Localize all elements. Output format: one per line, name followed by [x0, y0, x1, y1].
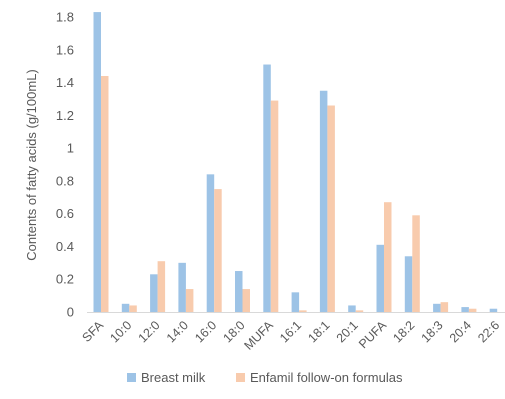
y-axis-title: Contents of fatty acids (g/100mL): [24, 69, 39, 260]
y-axis-ticks: 0 0.2 0.4 0.6 0.8 1 1.2 1.4 1.6 1.8: [56, 10, 74, 320]
bar-enfamil-2: [157, 261, 166, 312]
bar-enfamil-10: [384, 202, 392, 312]
bar-breast-milk-11: [404, 256, 413, 312]
bars: [93, 12, 498, 313]
bar-enfamil-6: [270, 100, 279, 312]
bar-enfamil-3: [185, 289, 194, 312]
bar-breast-milk-13: [461, 307, 469, 312]
x-tick-label: 18:1: [305, 318, 332, 345]
x-tick-label: 14:0: [164, 318, 191, 345]
bar-enfamil-12: [440, 302, 449, 312]
bar-breast-milk-8: [319, 90, 328, 312]
bar-breast-milk-14: [489, 308, 498, 312]
y-tick-label: 0.2: [56, 272, 74, 287]
legend-swatch-enfamil: [236, 373, 245, 382]
bar-enfamil-4: [214, 189, 222, 312]
bar-enfamil-7: [299, 310, 307, 312]
bar-enfamil-11: [412, 215, 420, 312]
x-tick-label: MUFA: [241, 318, 276, 353]
y-tick-label: 1.2: [56, 108, 74, 123]
x-tick-label: SFA: [80, 318, 107, 345]
y-tick-label: 0.6: [56, 206, 74, 221]
bar-breast-milk-1: [121, 303, 130, 312]
bar-enfamil-0: [101, 76, 109, 312]
bar-enfamil-1: [129, 305, 137, 312]
bar-breast-milk-2: [150, 274, 158, 312]
bar-enfamil-9: [355, 310, 364, 312]
y-tick-label: 1.4: [56, 75, 74, 90]
bar-breast-milk-9: [348, 305, 356, 312]
x-tick-label: 18:2: [390, 318, 417, 345]
x-tick-label: 10:0: [107, 318, 134, 345]
bar-breast-milk-4: [206, 174, 215, 312]
x-tick-label: 12:0: [136, 318, 163, 345]
bar-breast-milk-5: [235, 271, 243, 312]
bar-breast-milk-10: [376, 244, 384, 312]
bar-enfamil-13: [468, 308, 477, 312]
y-tick-label: 0.8: [56, 173, 74, 188]
bar-breast-milk-3: [178, 262, 186, 312]
x-tick-label: 16:1: [277, 318, 304, 345]
legend-label-enfamil: Enfamil follow-on formulas: [250, 370, 403, 385]
x-tick-label: 22:6: [475, 318, 502, 345]
legend-swatch-breast-milk: [127, 373, 136, 382]
x-tick-label: PUFA: [356, 318, 389, 351]
y-tick-label: 0.4: [56, 239, 74, 254]
bar-breast-milk-6: [263, 64, 271, 313]
bar-breast-milk-7: [291, 292, 300, 312]
y-tick-label: 0: [67, 305, 74, 320]
legend: Breast milk Enfamil follow-on formulas: [127, 370, 403, 385]
bar-enfamil-8: [327, 105, 335, 312]
bar-enfamil-5: [242, 289, 250, 312]
bar-breast-milk-0: [93, 12, 101, 312]
legend-label-breast-milk: Breast milk: [141, 370, 206, 385]
x-tick-label: 16:0: [192, 318, 219, 345]
y-tick-label: 1.6: [56, 42, 74, 57]
bar-breast-milk-12: [433, 303, 441, 312]
y-tick-label: 1.8: [56, 10, 74, 25]
x-tick-label: 18:3: [419, 318, 446, 345]
x-tick-label: 20:4: [447, 318, 474, 345]
y-tick-label: 1: [67, 141, 74, 156]
